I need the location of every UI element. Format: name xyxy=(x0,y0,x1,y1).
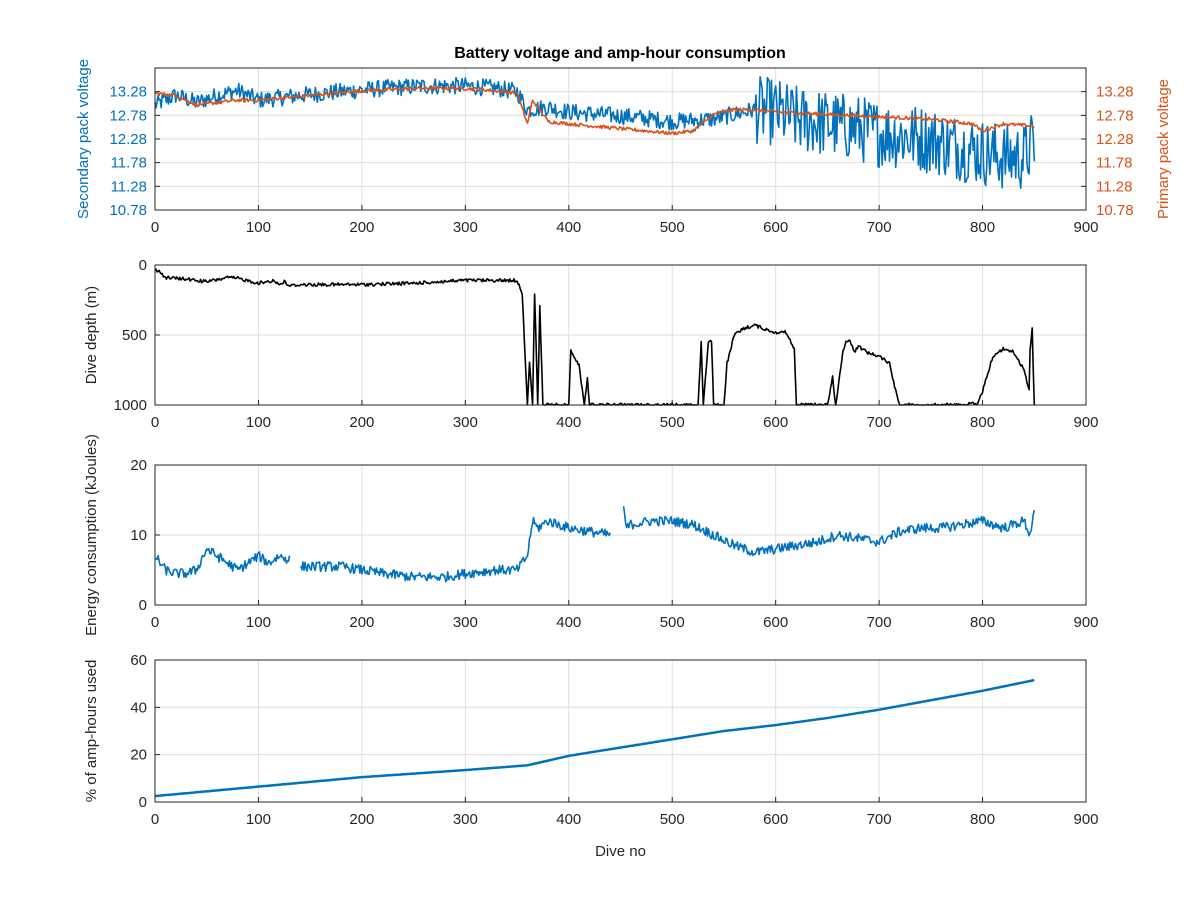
x-tick-label: 600 xyxy=(763,414,788,431)
axes-frame xyxy=(154,464,1087,606)
x-tick-label: 0 xyxy=(151,219,159,236)
y-right-tick-label: 12.28 xyxy=(1096,131,1134,148)
y-tick-label: 10.78 xyxy=(109,202,147,219)
x-tick-label: 500 xyxy=(660,414,685,431)
x-tick-label: 400 xyxy=(556,614,581,631)
x-tick-label: 900 xyxy=(1073,811,1098,828)
x-tick-label: 100 xyxy=(246,219,271,236)
x-tick-label: 0 xyxy=(151,614,159,631)
y-tick-label: 12.78 xyxy=(109,107,147,124)
figure-title: Battery voltage and amp-hour consumption xyxy=(454,45,786,62)
x-tick-label: 0 xyxy=(151,811,159,828)
y-tick-label: 500 xyxy=(122,327,147,344)
y-tick-label: 11.28 xyxy=(111,178,147,195)
x-tick-label: 900 xyxy=(1073,614,1098,631)
y-axis-label: Secondary pack voltage xyxy=(75,59,92,219)
x-tick-label: 0 xyxy=(151,414,159,431)
x-tick-label: 300 xyxy=(453,614,478,631)
y-tick-label: 20 xyxy=(130,747,147,764)
x-tick-label: 900 xyxy=(1073,219,1098,236)
x-tick-label: 800 xyxy=(970,414,995,431)
series-line-2 xyxy=(154,86,1035,136)
x-tick-label: 600 xyxy=(763,614,788,631)
x-tick-label: 800 xyxy=(970,811,995,828)
y-right-tick-label: 13.28 xyxy=(1096,84,1134,101)
x-tick-label: 700 xyxy=(867,811,892,828)
x-tick-label: 300 xyxy=(453,219,478,236)
series-line-1 xyxy=(154,76,1036,189)
x-tick-label: 200 xyxy=(349,414,374,431)
y-tick-label: 0 xyxy=(139,794,147,811)
y-tick-label: 0 xyxy=(139,597,147,614)
chart-panel-1: 0 100 200 300 400 500 600 700 800 90010.7811.2811… xyxy=(75,59,1172,236)
x-tick-label: 400 xyxy=(556,414,581,431)
x-tick-label: 800 xyxy=(970,219,995,236)
x-tick-label: 700 xyxy=(867,219,892,236)
y-right-tick-label: 10.78 xyxy=(1096,202,1134,219)
x-tick-label: 600 xyxy=(763,219,788,236)
x-tick-label: 200 xyxy=(349,614,374,631)
y-tick-label: 10 xyxy=(130,527,147,544)
y-tick-label: 40 xyxy=(130,699,147,716)
y-right-tick-label: 12.78 xyxy=(1096,107,1134,124)
y-tick-label: 60 xyxy=(130,652,147,669)
y-axis-label: Dive depth (m) xyxy=(83,286,100,384)
y-right-tick-label: 11.28 xyxy=(1096,178,1132,195)
x-tick-label: 200 xyxy=(349,811,374,828)
y-tick-label: 13.28 xyxy=(109,84,147,101)
x-tick-label: 600 xyxy=(763,811,788,828)
y-axis-label: Energy consumption (kJoules) xyxy=(83,434,100,636)
series-line-1 xyxy=(154,678,1035,798)
y-axis-label: % of amp-hours used xyxy=(83,660,100,803)
y-tick-label: 11.78 xyxy=(111,155,147,172)
x-tick-label: 400 xyxy=(556,219,581,236)
series-line-1 xyxy=(154,506,1036,583)
chart-panel-4: 0 100 200 300 400 500 600 700 800 900 0 20 40 60 % of … xyxy=(83,652,1099,860)
x-tick-label: 300 xyxy=(453,811,478,828)
x-tick-label: 900 xyxy=(1073,414,1098,431)
x-tick-label: 500 xyxy=(660,811,685,828)
y-tick-label: 12.28 xyxy=(109,131,147,148)
x-tick-label: 300 xyxy=(453,414,478,431)
y-tick-label: 0 xyxy=(139,257,147,274)
y-tick-label: 20 xyxy=(130,457,147,474)
chart-panel-2: 0 100 200 300 400 500 600 700 800 900 0 500 1000 Dive… xyxy=(83,257,1099,431)
y-right-tick-label: 11.78 xyxy=(1096,155,1132,172)
axes-frame xyxy=(154,264,1087,406)
x-tick-label: 800 xyxy=(970,614,995,631)
x-tick-label: 700 xyxy=(867,414,892,431)
y-right-axis-label: Primary pack voltage xyxy=(1155,79,1172,219)
axes-frame xyxy=(154,67,1087,211)
chart-panels: 0 100 200 300 400 500 600 700 800 90010.7811.2811… xyxy=(75,59,1172,860)
x-tick-label: 100 xyxy=(246,614,271,631)
x-tick-label: 400 xyxy=(556,811,581,828)
x-tick-label: 100 xyxy=(246,811,271,828)
x-tick-label: 500 xyxy=(660,614,685,631)
x-axis-label: Dive no xyxy=(595,843,646,860)
axes-frame xyxy=(154,659,1087,803)
chart-panel-3: 0 100 200 300 400 500 600 700 800 900 0 10 20 Energy … xyxy=(83,434,1099,636)
y-tick-label: 1000 xyxy=(114,397,147,414)
x-tick-label: 500 xyxy=(660,219,685,236)
plot-area xyxy=(155,660,1086,802)
x-tick-label: 200 xyxy=(349,219,374,236)
x-tick-label: 700 xyxy=(867,614,892,631)
x-tick-label: 100 xyxy=(246,414,271,431)
